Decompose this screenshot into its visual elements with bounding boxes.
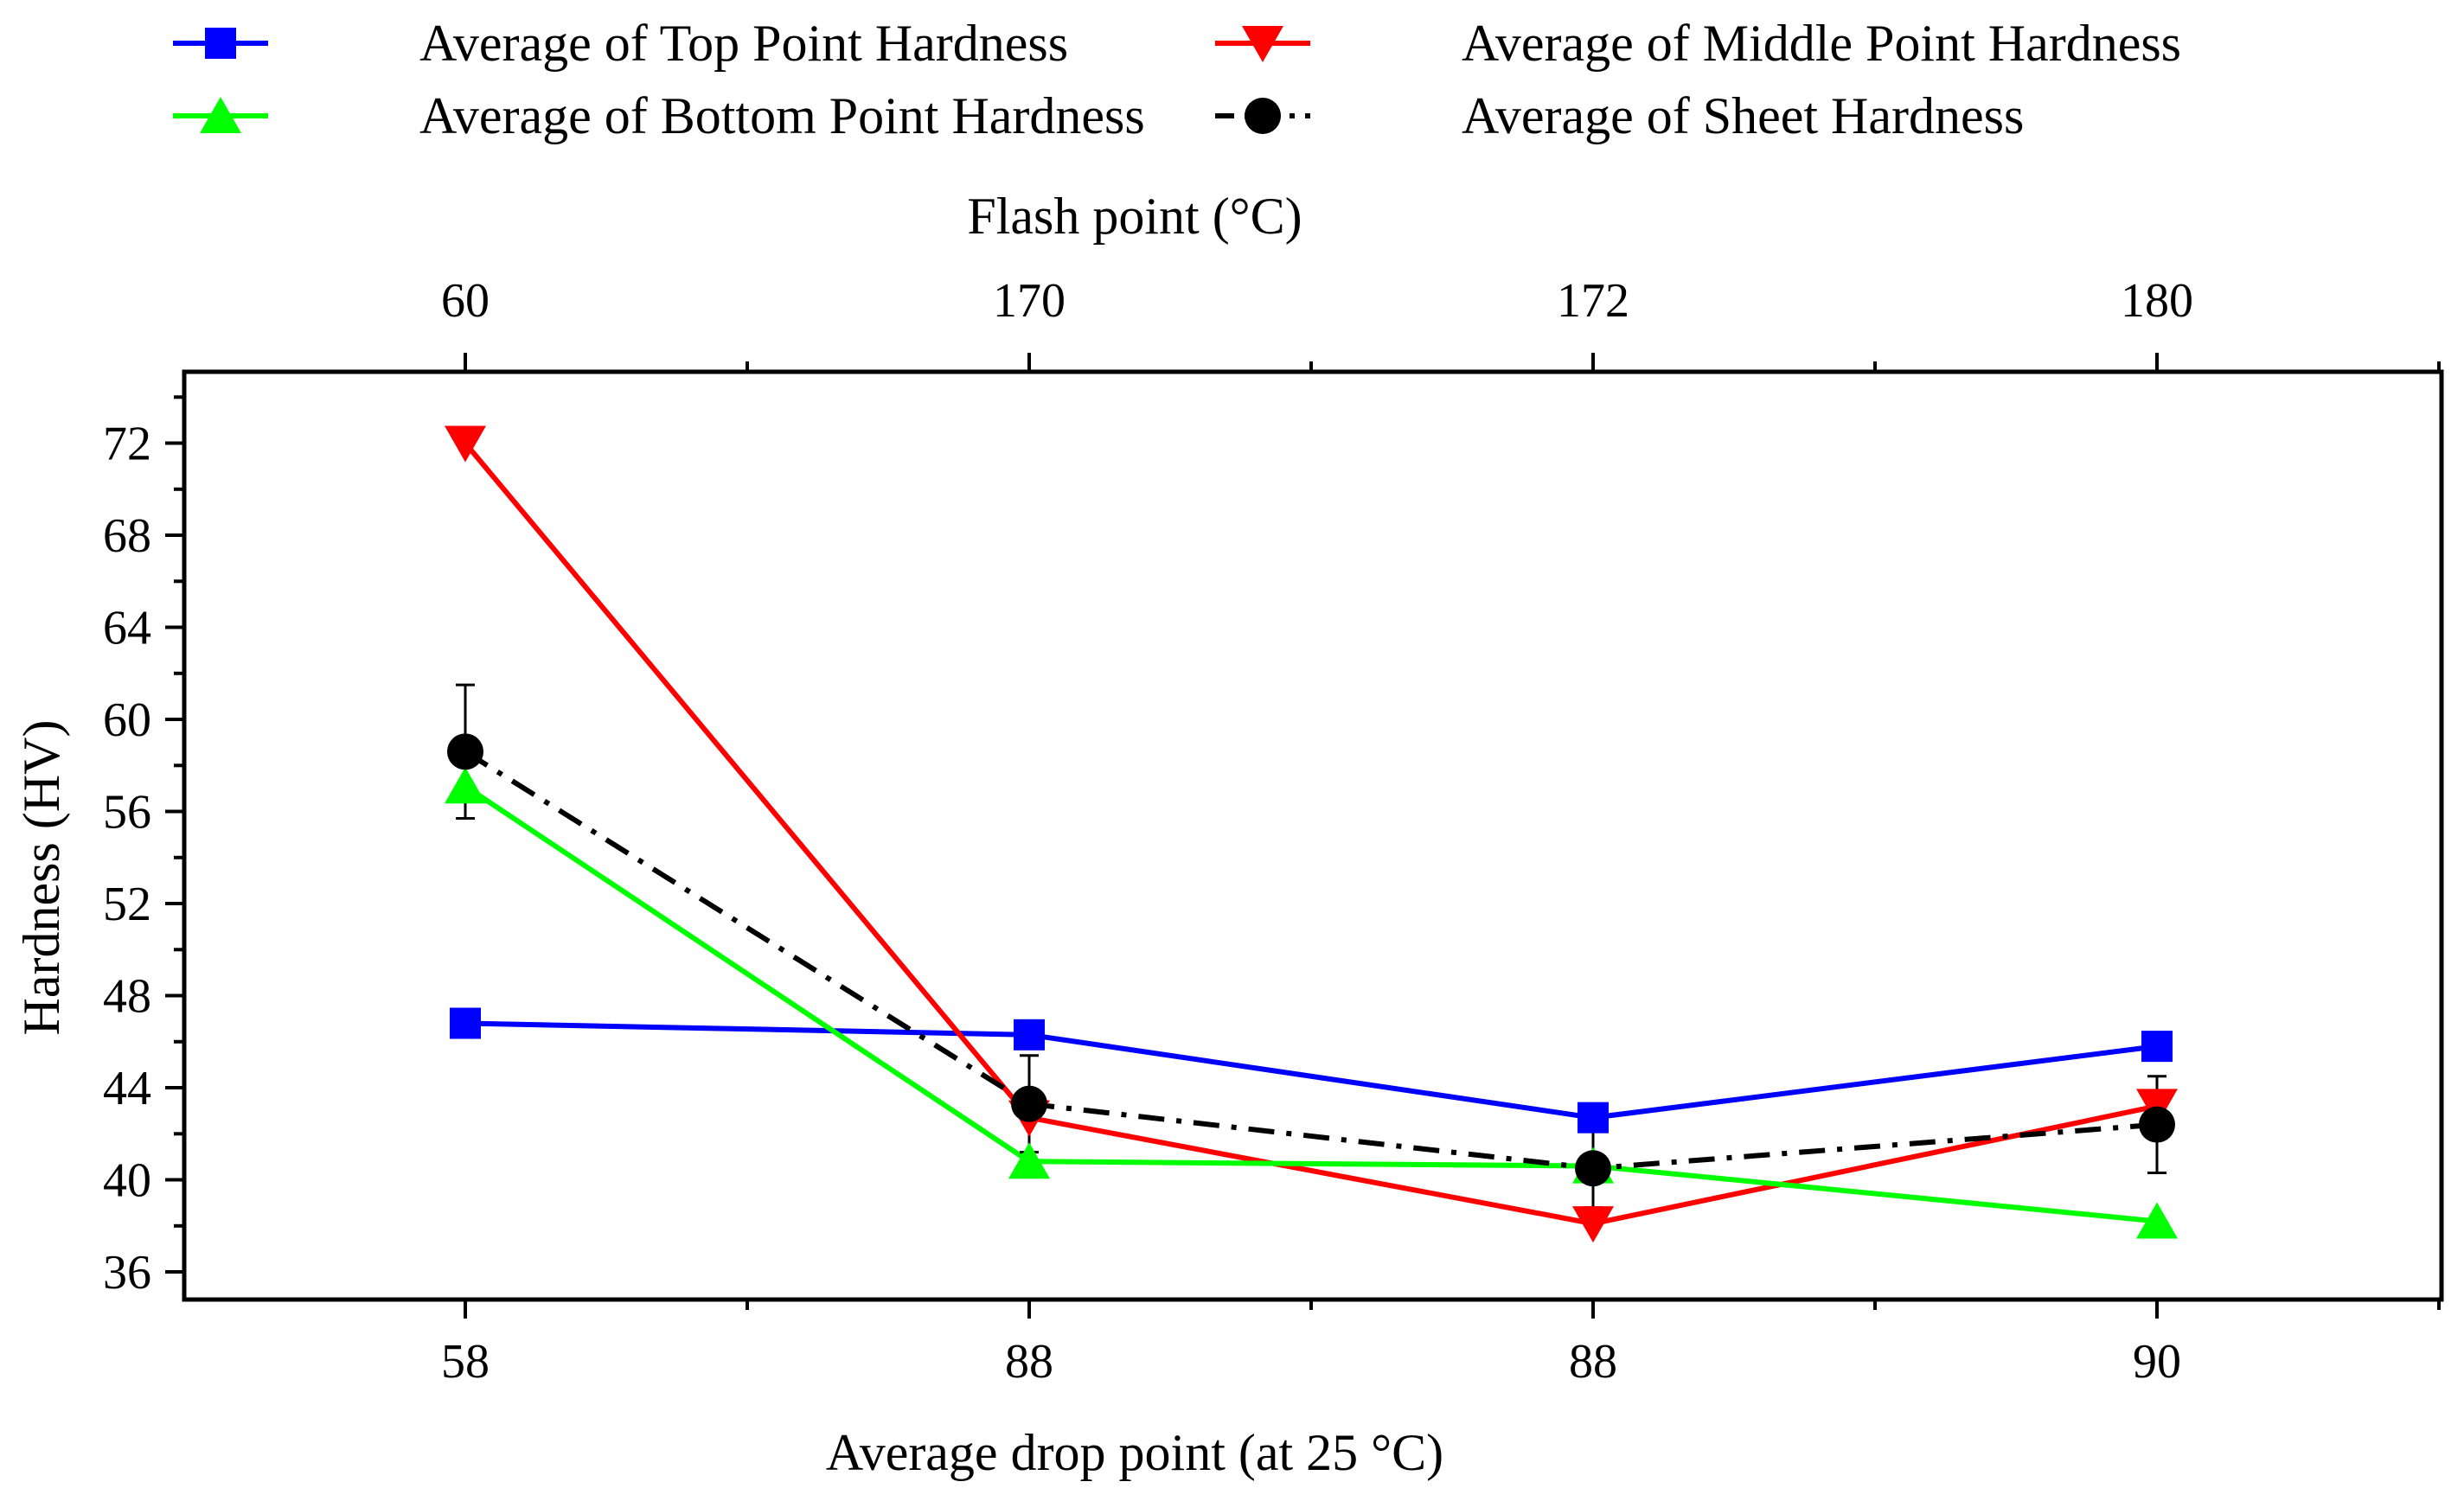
legend-label: Average of Bottom Point Hardness bbox=[419, 87, 1145, 144]
series-line bbox=[464, 749, 2158, 1172]
legend-label: Average of Sheet Hardness bbox=[1462, 87, 2024, 144]
data-point bbox=[445, 767, 486, 804]
top-x-tick-label: 170 bbox=[993, 274, 1066, 328]
legend-marker bbox=[1245, 98, 1281, 134]
data-point bbox=[450, 1007, 481, 1039]
x-tick-label: 58 bbox=[441, 1335, 490, 1389]
data-point bbox=[1578, 1102, 1609, 1134]
y-axis-title: Hardness (HV) bbox=[13, 720, 70, 1036]
y-tick-label: 64 bbox=[103, 602, 151, 655]
legend: Average of Top Point Hardness Average of … bbox=[173, 15, 2181, 144]
y-tick-label: 36 bbox=[103, 1246, 151, 1300]
top-x-tick-label: 172 bbox=[1557, 274, 1629, 328]
data-point bbox=[2136, 1202, 2178, 1239]
data-point bbox=[447, 733, 483, 770]
y-tick-label: 60 bbox=[103, 693, 151, 747]
x-tick-label: 88 bbox=[1005, 1335, 1053, 1389]
y-tick-label: 52 bbox=[103, 878, 151, 931]
data-point bbox=[1008, 1142, 1050, 1179]
y-tick-label: 40 bbox=[103, 1154, 151, 1208]
legend-marker bbox=[200, 97, 241, 133]
top-x-tick-label: 60 bbox=[441, 274, 490, 328]
data-point bbox=[2139, 1106, 2175, 1143]
y-tick-label: 68 bbox=[103, 509, 151, 563]
legend-marker bbox=[1242, 26, 1283, 62]
legend-label: Average of Top Point Hardness bbox=[419, 15, 1068, 72]
legend-label: Average of Middle Point Hardness bbox=[1462, 15, 2181, 72]
x-axis-title: Average drop point (at 25 °C) bbox=[826, 1424, 1443, 1481]
y-tick-label: 48 bbox=[103, 970, 151, 1024]
x-tick-label: 90 bbox=[2133, 1335, 2181, 1389]
data-point bbox=[445, 425, 486, 463]
series-line bbox=[463, 441, 2158, 1227]
top-x-tick-label: 180 bbox=[2121, 274, 2193, 328]
data-point bbox=[1014, 1019, 1045, 1051]
series-line bbox=[464, 1020, 2158, 1121]
series-line bbox=[464, 783, 2158, 1224]
legend-marker bbox=[205, 28, 236, 59]
x-tick-label: 88 bbox=[1569, 1335, 1617, 1389]
data-point bbox=[1575, 1150, 1611, 1187]
y-tick-label: 56 bbox=[103, 786, 151, 840]
plot-area: 36 40 44 48 52 56 60 64 68 72 58 60 88 170 88 172 90 180 bbox=[103, 274, 2444, 1389]
y-tick-label: 44 bbox=[103, 1062, 151, 1115]
data-point bbox=[1011, 1085, 1047, 1122]
data-point bbox=[2141, 1031, 2173, 1063]
top-axis-title: Flash point (°C) bbox=[967, 188, 1302, 245]
data-point bbox=[1572, 1206, 1614, 1243]
y-tick-label: 72 bbox=[103, 418, 151, 471]
